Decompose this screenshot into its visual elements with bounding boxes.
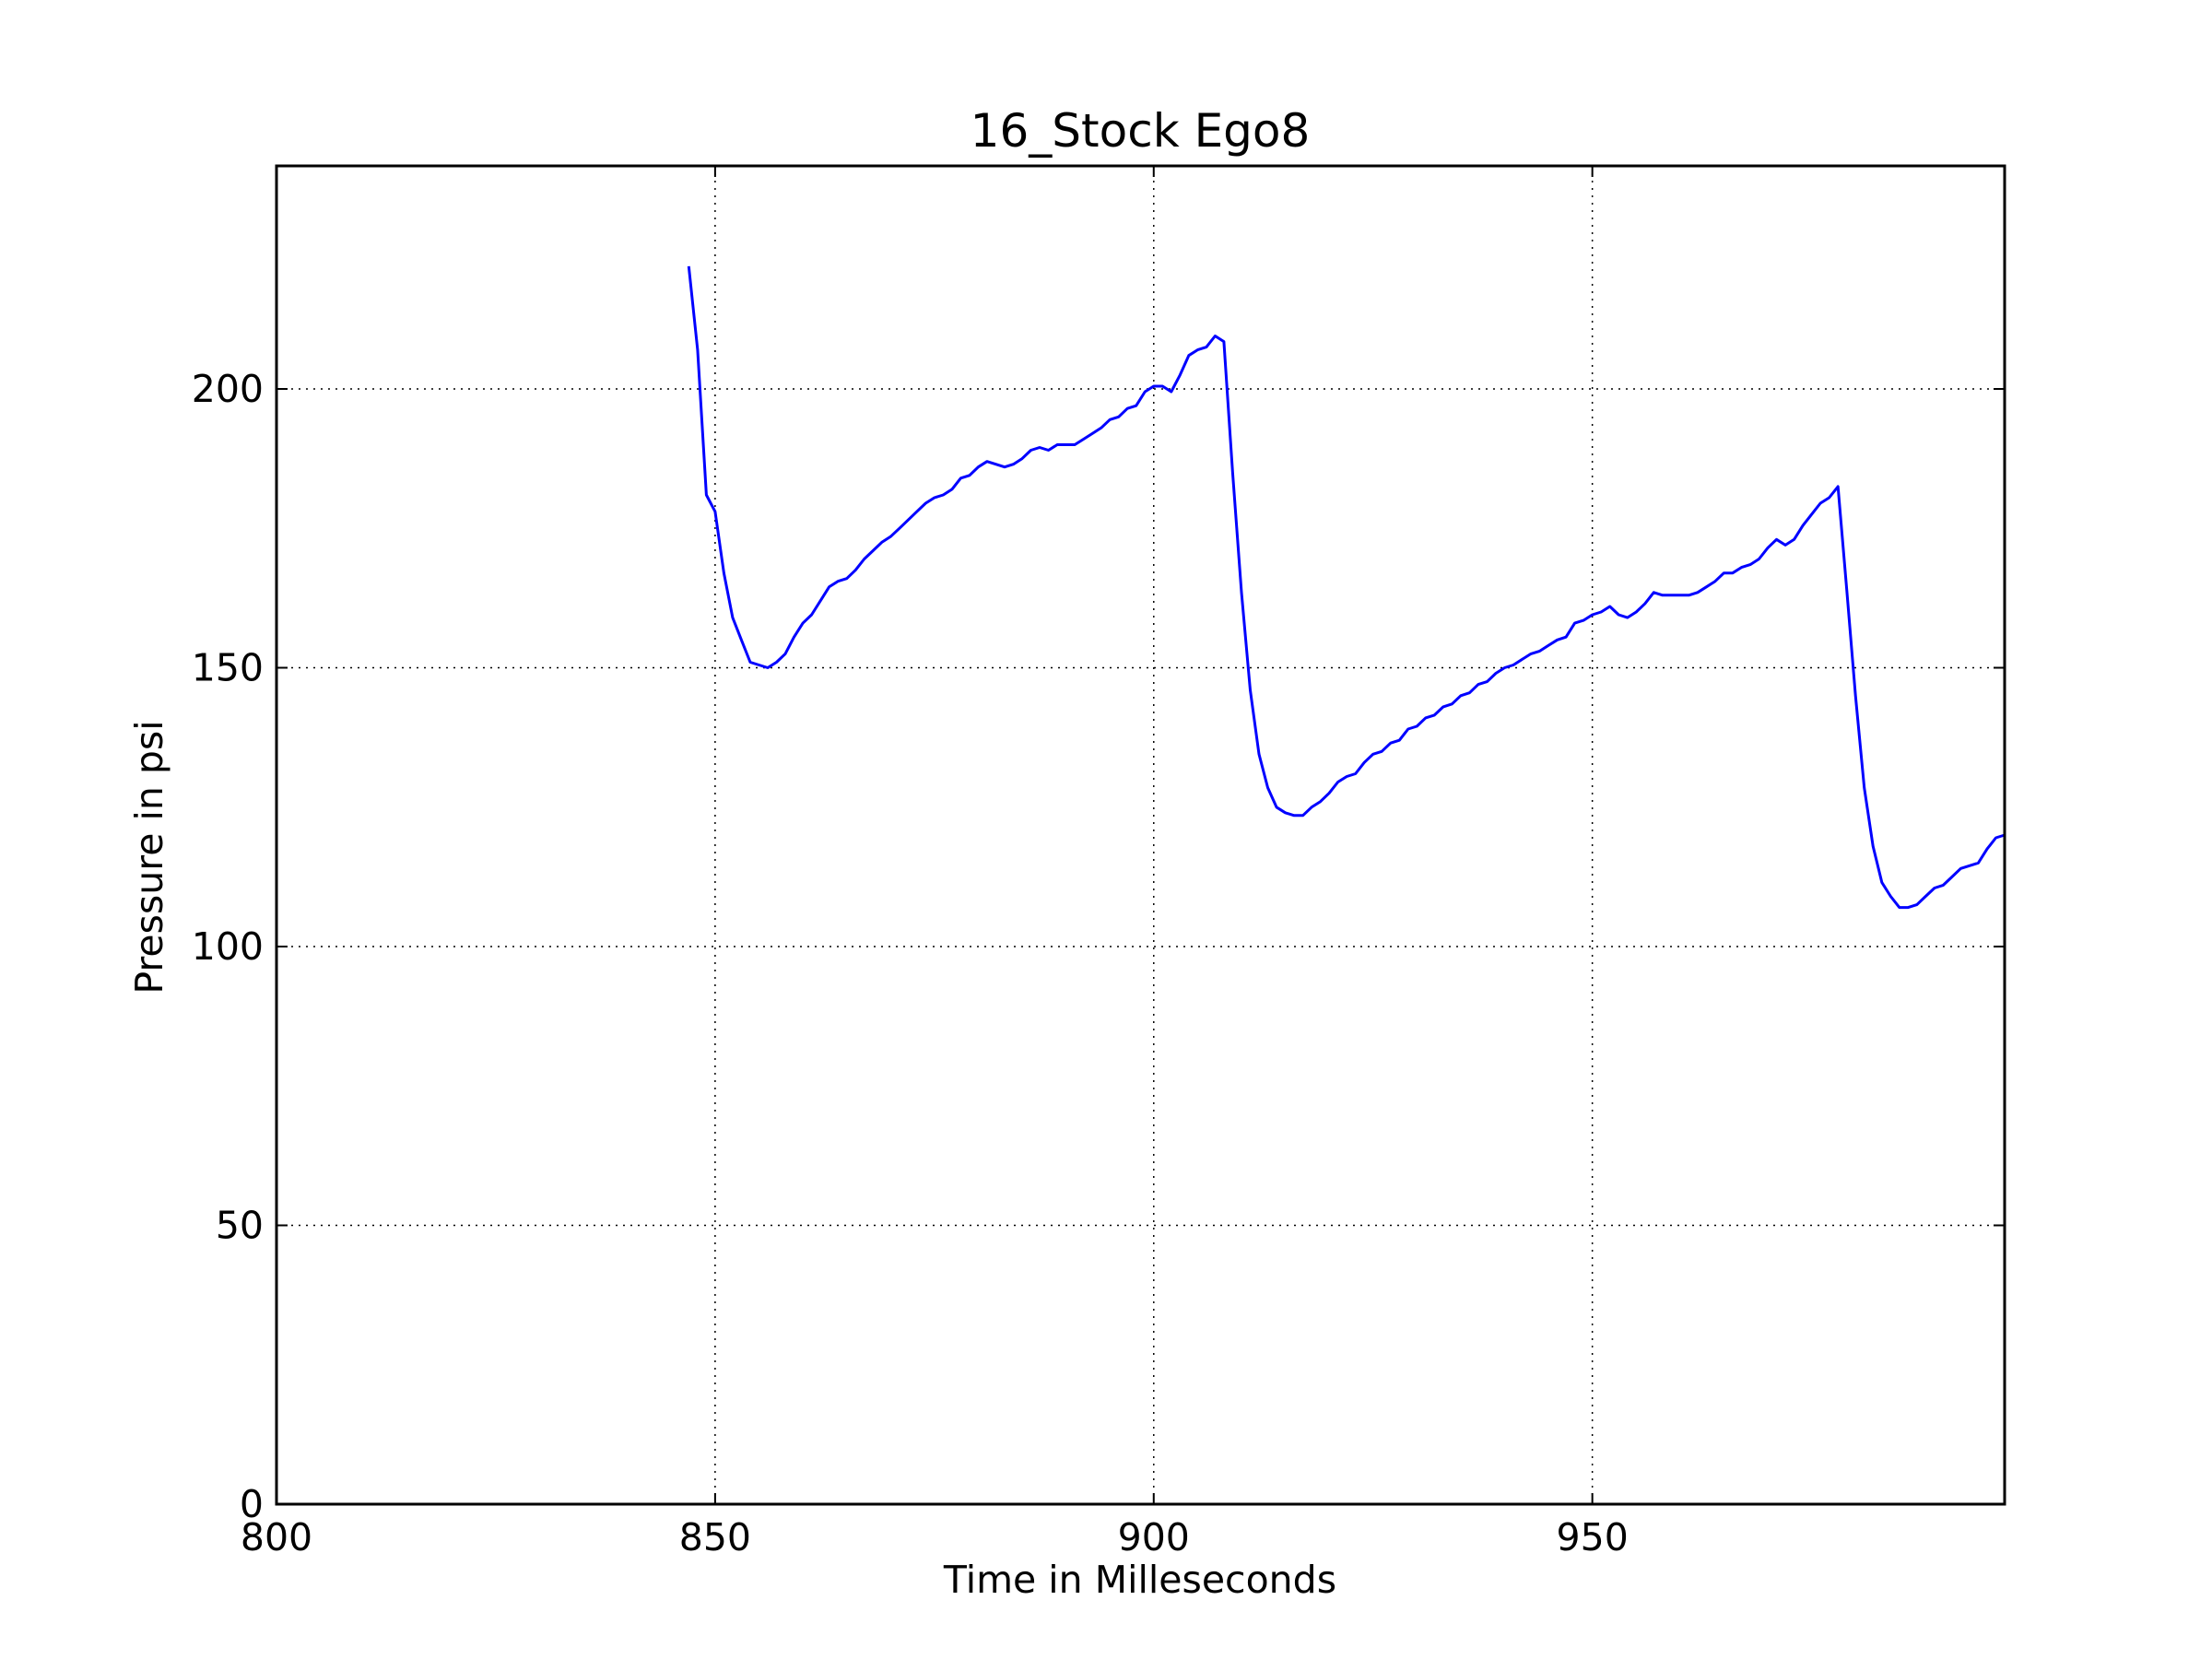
y-tick-label: 50	[216, 1204, 264, 1248]
x-tick-label: 950	[1557, 1515, 1629, 1559]
chart-title: 16_Stock Ego8	[971, 104, 1311, 158]
y-tick-label: 200	[192, 367, 264, 411]
x-tick-label: 800	[241, 1515, 312, 1559]
x-tick-label: 850	[679, 1515, 751, 1559]
axis-ticks: 800 850 900 950 0 50 100 150 200	[192, 166, 2005, 1559]
x-axis-title: Time in Milleseconds	[943, 1558, 1336, 1602]
y-tick-label: 100	[192, 924, 264, 969]
y-tick-label: 150	[192, 646, 264, 690]
x-tick-label: 900	[1118, 1515, 1190, 1559]
series-line-0	[687, 265, 2006, 910]
grid-lines	[276, 166, 2005, 1504]
series-layer	[687, 265, 2006, 910]
y-axis-title: Pressure in psi	[127, 720, 171, 994]
plot-area-frame	[275, 164, 2006, 1506]
y-tick-label: 0	[240, 1482, 264, 1526]
